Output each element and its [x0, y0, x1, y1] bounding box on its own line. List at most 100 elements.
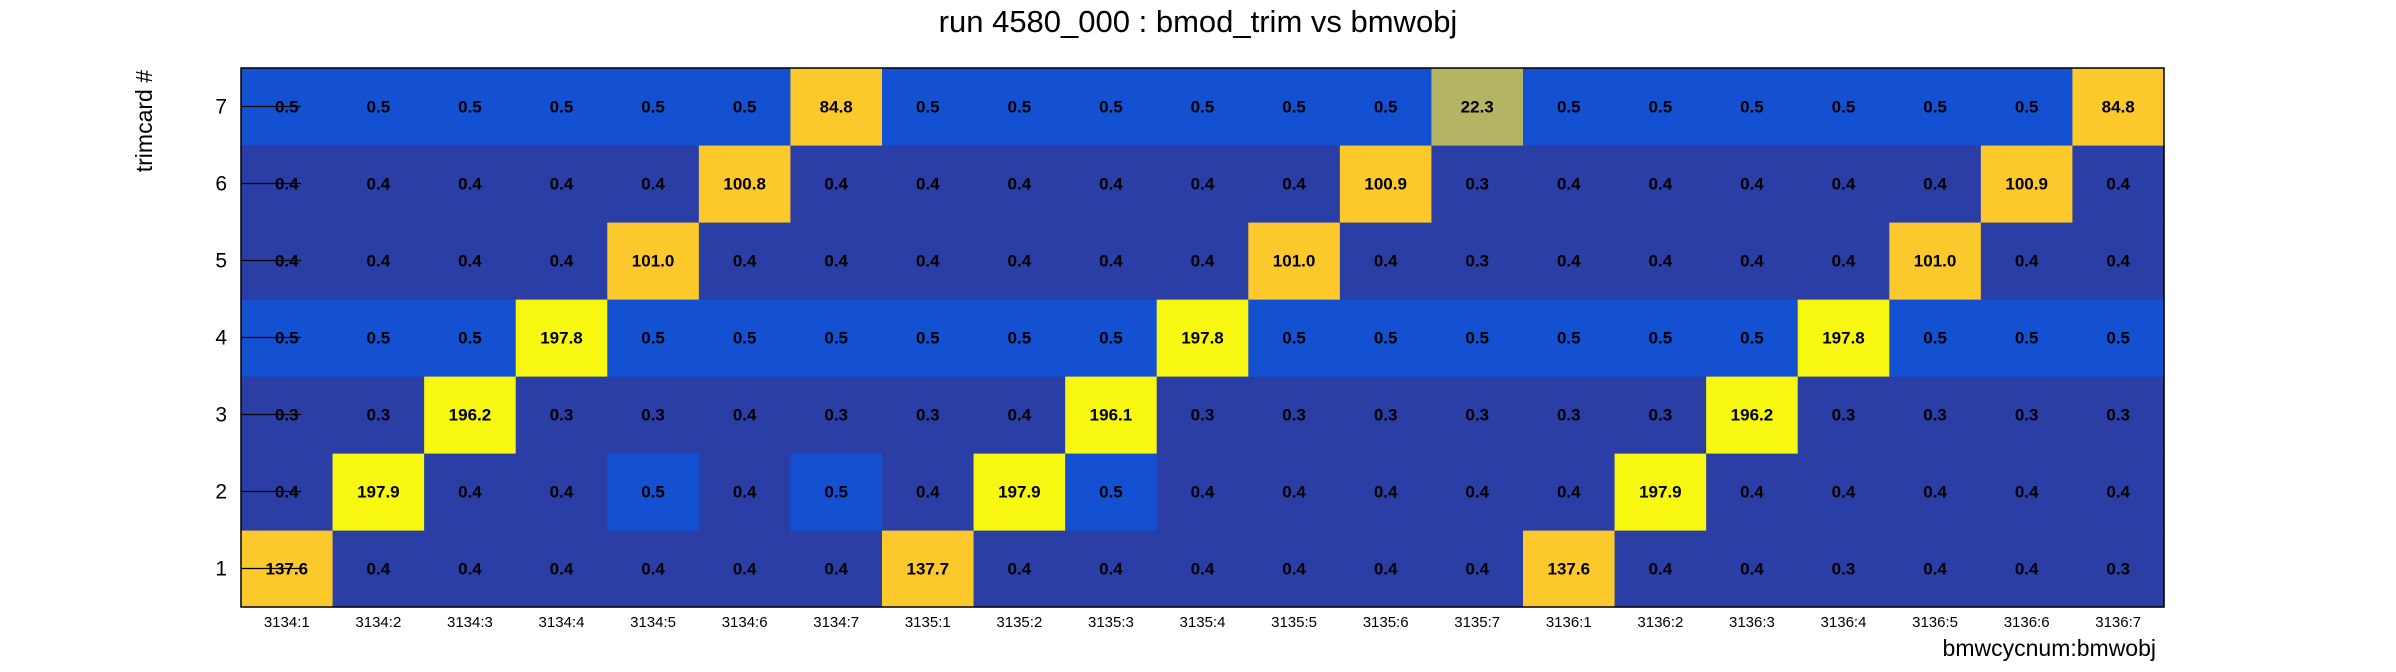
heatmap-cell [1889, 376, 1982, 454]
heatmap-cell [2072, 453, 2165, 531]
heatmap-cell [1156, 299, 1249, 377]
heatmap-cell [1523, 453, 1616, 531]
heatmap-cell [698, 376, 792, 454]
heatmap-cell [973, 145, 1066, 223]
cell-value-label: 0.4 [824, 252, 848, 271]
cell-value-label: 0.5 [1282, 329, 1306, 348]
cell-value-label: 197.9 [1639, 483, 1682, 502]
cell-value-label: 84.8 [2102, 98, 2135, 117]
heatmap-cell [698, 222, 792, 300]
cell-value-label: 0.4 [1374, 560, 1398, 579]
cell-value-label: 0.5 [1740, 98, 1764, 117]
x-tick-label: 3135:4 [1180, 614, 1226, 631]
cell-value-label: 0.4 [733, 406, 757, 425]
heatmap-cell [882, 453, 975, 531]
heatmap-cell [1248, 299, 1341, 377]
heatmap-cell [1797, 222, 1890, 300]
heatmap-cell [698, 530, 792, 608]
heatmap-cell [698, 453, 792, 531]
cell-value-label: 0.5 [1282, 98, 1306, 117]
heatmap-cell [1706, 376, 1799, 454]
heatmap-cell [1339, 376, 1433, 454]
heatmap-cell [1065, 376, 1158, 454]
heatmap-cell [1339, 453, 1433, 531]
heatmap-cell [607, 222, 700, 300]
heatmap-cell [1614, 453, 1707, 531]
cell-value-label: 0.3 [1191, 406, 1215, 425]
heatmap-cell [1706, 68, 1799, 146]
heatmap-cell [1156, 453, 1249, 531]
cell-value-label: 0.4 [550, 252, 574, 271]
heatmap-cell [1889, 222, 1982, 300]
cell-value-label: 0.5 [916, 329, 940, 348]
heatmap-cell [607, 68, 700, 146]
cell-value-label: 0.4 [1191, 252, 1215, 271]
heatmap-cell [332, 453, 425, 531]
heatmap-cell [1156, 530, 1249, 608]
heatmap-cell [790, 453, 883, 531]
cell-value-label: 0.5 [641, 483, 665, 502]
heatmap-cell [332, 530, 425, 608]
heatmap-cell [973, 299, 1066, 377]
heatmap-cell [332, 68, 425, 146]
heatmap-cell [1797, 299, 1890, 377]
cell-value-label: 0.4 [1282, 483, 1306, 502]
x-tick-label: 3134:5 [630, 614, 676, 631]
heatmap-cell [1614, 299, 1707, 377]
cell-value-label: 0.4 [2015, 483, 2039, 502]
x-tick-label: 3136:4 [1821, 614, 1867, 631]
heatmap-cell [332, 376, 425, 454]
heatmap-cell [515, 68, 608, 146]
heatmap-cell [882, 376, 975, 454]
cell-value-label: 0.4 [1557, 175, 1581, 194]
heatmap-cell [424, 222, 517, 300]
heatmap-cell [1706, 222, 1799, 300]
cell-value-label: 0.5 [733, 98, 757, 117]
cell-value-label: 0.5 [824, 483, 848, 502]
cell-value-label: 0.4 [2106, 483, 2130, 502]
y-tick-label: 1 [215, 558, 227, 581]
cell-value-label: 0.4 [641, 560, 665, 579]
heatmap-cell [1889, 453, 1982, 531]
heatmap-cell [1980, 530, 2074, 608]
cell-value-label: 0.5 [550, 98, 574, 117]
heatmap-cell [882, 530, 975, 608]
cell-value-label: 0.4 [550, 483, 574, 502]
heatmap-cell [332, 145, 425, 223]
cell-value-label: 0.4 [1374, 252, 1398, 271]
x-tick-label: 3135:2 [996, 614, 1042, 631]
cell-value-label: 0.3 [1465, 406, 1489, 425]
cell-value-label: 0.4 [1282, 560, 1306, 579]
x-tick-label: 3134:4 [539, 614, 585, 631]
heatmap-cell [1156, 68, 1249, 146]
heatmap-cell [1431, 530, 1524, 608]
cell-value-label: 0.4 [1099, 252, 1123, 271]
cell-value-label: 0.4 [1191, 483, 1215, 502]
cell-value-label: 0.3 [1374, 406, 1398, 425]
cell-value-label: 0.4 [1191, 175, 1215, 194]
heatmap-cell [424, 299, 517, 377]
cell-value-label: 0.4 [2106, 252, 2130, 271]
y-tick-label: 5 [215, 250, 227, 273]
cell-value-label: 0.4 [1465, 560, 1489, 579]
heatmap-cell [1523, 530, 1616, 608]
x-tick-label: 3134:1 [264, 614, 310, 631]
cell-value-label: 0.4 [2106, 175, 2130, 194]
cell-value-label: 101.0 [1914, 252, 1957, 271]
heatmap-cell [1706, 299, 1799, 377]
cell-value-label: 0.4 [1008, 175, 1032, 194]
heatmap-cell [1706, 145, 1799, 223]
cell-value-label: 0.4 [916, 252, 940, 271]
x-tick-label: 3134:6 [722, 614, 768, 631]
cell-value-label: 0.3 [1465, 252, 1489, 271]
x-tick-label: 3136:3 [1729, 614, 1775, 631]
heatmap-cell [882, 68, 975, 146]
heatmap-cell [790, 376, 883, 454]
cell-value-label: 0.4 [458, 483, 482, 502]
heatmap-cell [1523, 68, 1616, 146]
x-tick-label: 3135:7 [1454, 614, 1500, 631]
cell-value-label: 0.4 [916, 483, 940, 502]
heatmap-cell [790, 530, 883, 608]
cell-value-label: 0.3 [1557, 406, 1581, 425]
